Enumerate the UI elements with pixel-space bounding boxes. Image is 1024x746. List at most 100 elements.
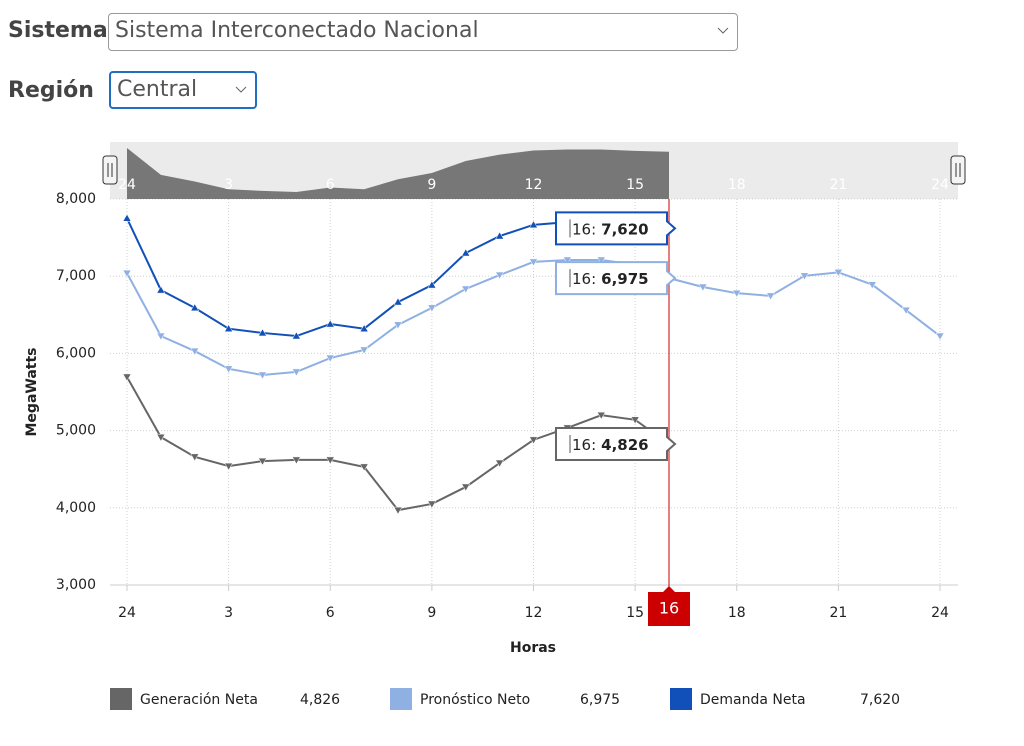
marker — [630, 416, 640, 425]
tooltip-prefix: 16: — [572, 270, 596, 288]
marker — [596, 256, 606, 265]
x-tick-label: 24 — [931, 605, 949, 621]
tooltip-text: 16: 6,975 — [572, 270, 649, 288]
marker — [325, 319, 335, 328]
marker — [664, 274, 674, 283]
navigator-tick-label: 9 — [427, 177, 436, 193]
legend-value: 7,620 — [860, 692, 900, 708]
x-tick-label: 21 — [829, 605, 847, 621]
tooltip-box — [555, 211, 677, 246]
marker — [427, 304, 437, 313]
marker — [122, 373, 132, 382]
chevron — [235, 86, 247, 93]
marker — [224, 365, 234, 374]
cursor-pointer — [663, 586, 675, 592]
marker — [461, 285, 471, 294]
tooltip-prefix: 16: — [572, 436, 596, 454]
y-tick-label: 6,000 — [56, 345, 96, 361]
marker — [156, 332, 166, 341]
marker — [325, 456, 335, 465]
sistema-select[interactable]: Sistema Interconectado Nacional — [108, 13, 738, 51]
tooltip-box — [555, 427, 677, 462]
y-tick-label: 4,000 — [56, 500, 96, 516]
marker — [291, 331, 301, 340]
marker — [562, 424, 572, 433]
sistema-value: Sistema Interconectado Nacional — [115, 18, 479, 43]
marker — [224, 462, 234, 471]
legend-swatch — [110, 688, 132, 710]
marker — [190, 453, 200, 462]
navigator-tick-label: 6 — [326, 177, 335, 193]
legend-label: Demanda Neta — [700, 692, 806, 708]
marker — [461, 483, 471, 492]
x-tick-label: 18 — [728, 605, 746, 621]
marker — [529, 220, 538, 229]
marker — [156, 285, 166, 294]
x-tick-label: 9 — [427, 605, 436, 621]
y-axis-title: MegaWatts — [24, 347, 40, 436]
marker — [800, 272, 809, 281]
tooltip-value: 4,826 — [601, 436, 648, 454]
marker — [258, 371, 267, 380]
marker — [630, 261, 640, 270]
y-tick-label: 8,000 — [56, 191, 96, 207]
x-tick-label: 6 — [326, 605, 335, 621]
x-tick-label: 15 — [626, 605, 644, 621]
marker — [190, 303, 200, 312]
marker — [190, 347, 200, 356]
marker — [732, 289, 742, 298]
marker — [258, 328, 267, 337]
marker — [393, 506, 403, 515]
marker — [867, 281, 877, 290]
tooltip-prefix: 16: — [572, 220, 596, 238]
navigator-area — [127, 148, 669, 199]
y-tick-label: 7,000 — [56, 268, 96, 284]
marker — [901, 306, 911, 315]
legend-value: 6,975 — [580, 692, 620, 708]
marker — [664, 223, 674, 232]
marker — [122, 269, 132, 278]
marker — [596, 217, 606, 226]
navigator-tick-label: 15 — [626, 177, 644, 193]
tooltip-text: 16: 4,826 — [572, 436, 649, 454]
series-line — [126, 217, 670, 338]
region-label: Región — [8, 78, 94, 103]
region-value: Central — [117, 77, 198, 102]
marker — [291, 456, 301, 465]
marker — [156, 433, 166, 442]
legend-label: Pronóstico Neto — [420, 692, 530, 708]
marker — [664, 440, 674, 449]
navigator-tick-label: 18 — [728, 177, 746, 193]
navigator-handle — [950, 155, 966, 185]
marker — [359, 463, 369, 472]
marker — [258, 457, 267, 466]
marker — [935, 332, 945, 341]
navigator-tick-label: 12 — [525, 177, 543, 193]
marker — [529, 258, 538, 267]
marker — [495, 231, 505, 240]
marker — [461, 248, 471, 257]
sistema-label: Sistema — [8, 18, 108, 43]
navigator-tick-label: 21 — [829, 177, 847, 193]
marker — [291, 368, 301, 377]
cursor-label-bg — [648, 592, 690, 626]
marker — [562, 217, 572, 226]
chevron — [717, 27, 729, 34]
x-tick-label: 3 — [224, 605, 233, 621]
marker — [427, 500, 437, 509]
x-tick-label: 24 — [118, 605, 136, 621]
region-select[interactable]: Central — [109, 71, 257, 109]
marker — [833, 269, 843, 277]
cursor-label: 16 — [659, 599, 679, 618]
x-tick-label: 12 — [525, 605, 543, 621]
tooltip-box — [555, 261, 677, 296]
marker — [529, 436, 538, 445]
marker — [495, 271, 505, 280]
marker — [630, 221, 640, 230]
y-tick-label: 5,000 — [56, 423, 96, 439]
navigator-bg — [110, 142, 958, 199]
navigator-handle — [102, 155, 118, 185]
marker — [698, 283, 708, 292]
